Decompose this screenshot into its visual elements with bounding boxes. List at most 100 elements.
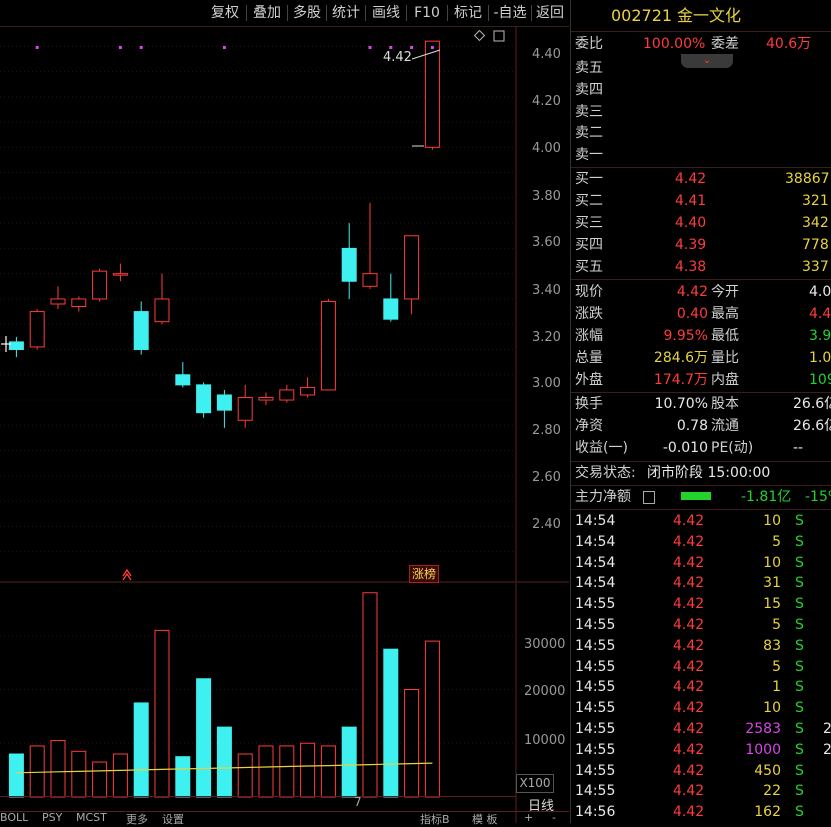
limit-up-badge[interactable]: 涨榜	[409, 565, 439, 583]
trade-side: S	[795, 804, 804, 821]
sell-label: 卖四	[575, 82, 603, 98]
date-marker: 7	[354, 795, 362, 809]
trade-time: 14:55	[575, 679, 616, 696]
list-icon[interactable]	[643, 491, 655, 504]
toolbar-divider	[287, 5, 288, 21]
diamond-icon	[473, 29, 486, 42]
kline-chart[interactable]	[0, 26, 569, 823]
buy-row-2[interactable]: 买二 4.41 321	[571, 190, 831, 212]
buy-row-5[interactable]: 买五 4.38 337	[571, 256, 831, 278]
trade-price: 4.42	[673, 513, 705, 529]
stat-label: 现价	[575, 284, 603, 300]
event-marker	[368, 46, 372, 49]
stat-label: 收益(一)	[575, 440, 628, 456]
trade-volume: 2583	[745, 721, 781, 737]
indicator-tab-psy[interactable]: PSY	[42, 811, 63, 824]
stat-value: 10.70%	[654, 396, 708, 412]
template-tab[interactable]: 模 板	[472, 813, 498, 826]
sell-row-3[interactable]: 卖三	[571, 101, 831, 123]
collapse-chevron-icon[interactable]: ⌄	[681, 54, 733, 68]
sell-row-1[interactable]: 卖一	[571, 144, 831, 166]
candle	[404, 235, 420, 315]
candle	[258, 392, 274, 406]
stat-value: 26.6亿	[793, 396, 831, 412]
main-flow-row[interactable]: 主力净额 -1.81亿 -15%	[571, 486, 831, 508]
trade-side: S	[795, 513, 804, 529]
divider	[571, 485, 831, 486]
candle	[196, 382, 212, 418]
toolbar-divider	[406, 5, 407, 21]
volume-tick: 30000	[524, 637, 566, 652]
buy-row-4[interactable]: 买四 4.39 778	[571, 234, 831, 256]
volume-bar	[383, 648, 399, 798]
indicator-tab-boll[interactable]: BOLL	[0, 811, 29, 824]
trade-row: 14:55 4.42 450 S	[571, 761, 831, 782]
stats-button[interactable]: 统计	[332, 5, 360, 21]
trade-price: 4.42	[673, 617, 705, 633]
mark-button[interactable]: 标记	[454, 5, 482, 21]
trade-side: S	[795, 575, 804, 592]
volume-bar	[133, 702, 149, 798]
trade-side: S	[795, 533, 804, 550]
trade-time: 14:55	[575, 596, 616, 613]
period-label[interactable]: 日线	[528, 799, 555, 814]
trade-price: 4.42	[673, 679, 705, 696]
volume-bar	[196, 678, 212, 798]
volume-bar	[50, 740, 66, 798]
weicha-label: 委差	[711, 36, 739, 52]
candle	[92, 268, 108, 302]
indicator-tab-settings[interactable]: 设置	[162, 813, 184, 826]
buy-row-3[interactable]: 买三 4.40 342	[571, 212, 831, 234]
candle	[279, 384, 295, 403]
trade-volume: 5	[772, 617, 781, 633]
sell-label: 卖一	[575, 147, 603, 163]
last-price-label: 4.42	[383, 50, 412, 65]
candle	[300, 377, 316, 398]
trade-time: 14:55	[575, 700, 616, 717]
weibi-value: 100.00%	[643, 36, 706, 52]
back-button[interactable]: 返回	[536, 5, 564, 21]
event-marker	[139, 46, 143, 49]
indicator-tab-mcst[interactable]: MCST	[76, 811, 107, 824]
trade-price: 4.42	[673, 575, 705, 592]
zoom-in-button[interactable]: +	[524, 811, 534, 824]
sell-row-5[interactable]: 卖五	[571, 57, 831, 79]
draw-line-button[interactable]: 画线	[372, 5, 400, 21]
indicator-tab-more[interactable]: 更多	[126, 813, 148, 826]
trade-volume: 22	[763, 783, 781, 800]
stat-label: 换手	[575, 396, 603, 412]
trade-volume: 1	[772, 679, 781, 696]
trade-volume: 83	[763, 637, 781, 654]
sell-row-2[interactable]: 卖二	[571, 122, 831, 144]
trade-time: 14:55	[575, 637, 616, 654]
divider	[571, 392, 831, 393]
trade-extra: 2	[823, 721, 831, 737]
stat-value: 0.40	[676, 306, 708, 322]
stat-label: 总量	[575, 350, 603, 366]
weibi-row: 委比 100.00% 委差 40.6万	[571, 33, 831, 55]
trade-price: 4.42	[673, 637, 705, 654]
sell-row-4[interactable]: 卖四	[571, 79, 831, 101]
f10-button[interactable]: F10	[414, 5, 440, 21]
indicator-b-tab[interactable]: 指标B	[420, 813, 450, 826]
volume-bar	[8, 753, 24, 798]
remove-watchlist-button[interactable]: -自选	[493, 5, 527, 21]
chart-grid	[0, 45, 516, 744]
price-tick: 2.60	[532, 470, 561, 485]
stock-header: 002721 金一文化	[571, 4, 831, 28]
stat-value: 0.78	[676, 418, 708, 434]
multi-stock-button[interactable]: 多股	[293, 5, 321, 21]
buy-row-1[interactable]: 买一 4.42 38867	[571, 168, 831, 190]
main-flow-value: -1.81亿	[741, 489, 792, 505]
fuquan-button[interactable]: 复权	[211, 5, 239, 21]
trade-time: 14:55	[575, 658, 616, 675]
candle	[154, 273, 170, 325]
trade-time: 14:54	[575, 575, 616, 592]
trade-side: S	[795, 617, 804, 633]
volume-bar	[362, 592, 378, 798]
overlay-button[interactable]: 叠加	[253, 5, 281, 21]
candle	[71, 296, 87, 312]
tabs-divider	[0, 811, 569, 812]
zoom-out-button[interactable]: -	[552, 811, 556, 824]
